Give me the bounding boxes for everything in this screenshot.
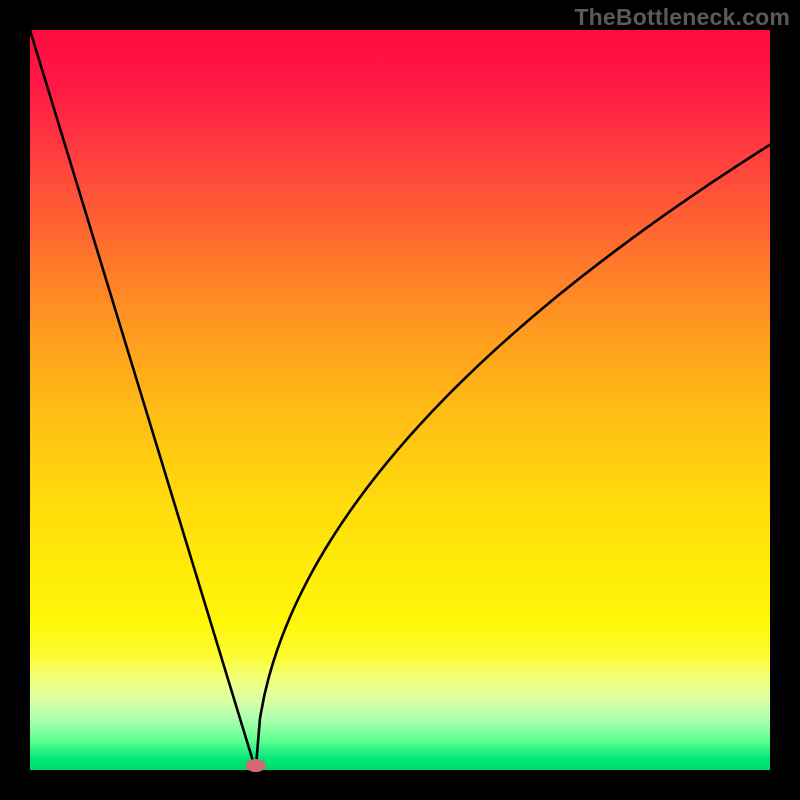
chart-container: TheBottleneck.com	[0, 0, 800, 800]
overlay-svg	[0, 0, 800, 800]
vertex-marker	[246, 759, 266, 772]
watermark-text: TheBottleneck.com	[574, 4, 790, 31]
bottleneck-curve	[30, 30, 770, 770]
